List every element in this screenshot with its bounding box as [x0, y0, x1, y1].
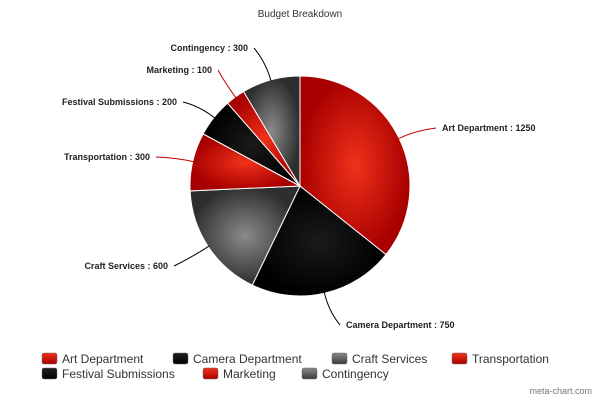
slice-label-transportation: Transportation : 300: [64, 152, 150, 162]
slice-label-art-department: Art Department : 1250: [442, 123, 536, 133]
leader-line-contingency: [253, 47, 272, 82]
leader-line-festival-submissions: [182, 101, 216, 119]
legend-label-contingency: Contingency: [322, 367, 389, 381]
legend-swatch-marketing: [202, 367, 219, 380]
slice-label-camera-department: Camera Department : 750: [346, 320, 455, 330]
legend-swatch-transportation: [451, 352, 468, 365]
legend-item-festival-submissions[interactable]: Festival Submissions: [41, 367, 175, 381]
slice-label-contingency: Contingency : 300: [170, 43, 248, 53]
legend-item-art-department[interactable]: Art Department: [41, 352, 144, 366]
chart-title: Budget Breakdown: [258, 9, 343, 20]
legend-label-festival-submissions: Festival Submissions: [62, 367, 175, 381]
leader-line-camera-department: [323, 292, 341, 326]
leader-lines: [155, 47, 437, 326]
legend-swatch-festival-submissions: [41, 367, 58, 380]
leader-line-craft-services: [173, 245, 210, 267]
legend-item-transportation[interactable]: Transportation: [451, 352, 549, 366]
leader-line-art-department: [397, 127, 437, 140]
legend-label-marketing: Marketing: [223, 367, 276, 381]
legend-label-camera-department: Camera Department: [193, 352, 302, 366]
leader-line-marketing: [217, 69, 237, 99]
leader-line-transportation: [155, 156, 194, 163]
slice-label-festival-submissions: Festival Submissions : 200: [62, 97, 177, 107]
legend-label-craft-services: Craft Services: [352, 352, 427, 366]
slice-labels: Art Department : 1250 Camera Department :…: [62, 43, 536, 330]
legend-item-craft-services[interactable]: Craft Services: [331, 352, 427, 366]
slice-label-craft-services: Craft Services : 600: [84, 261, 168, 271]
legend-item-marketing[interactable]: Marketing: [202, 367, 276, 381]
legend-swatch-art-department: [41, 352, 58, 365]
legend-item-contingency[interactable]: Contingency: [301, 367, 389, 381]
legend-label-transportation: Transportation: [472, 352, 549, 366]
legend-label-art-department: Art Department: [62, 352, 144, 366]
legend-swatch-camera-department: [172, 352, 189, 365]
legend-item-camera-department[interactable]: Camera Department: [172, 352, 302, 366]
legend: Art Department Camera Department Craft Ser…: [41, 352, 549, 381]
pie-slices: [189, 75, 411, 297]
legend-swatch-craft-services: [331, 352, 348, 365]
slice-label-marketing: Marketing : 100: [146, 65, 212, 75]
watermark: meta-chart.com: [529, 386, 592, 396]
legend-swatch-contingency: [301, 367, 318, 380]
